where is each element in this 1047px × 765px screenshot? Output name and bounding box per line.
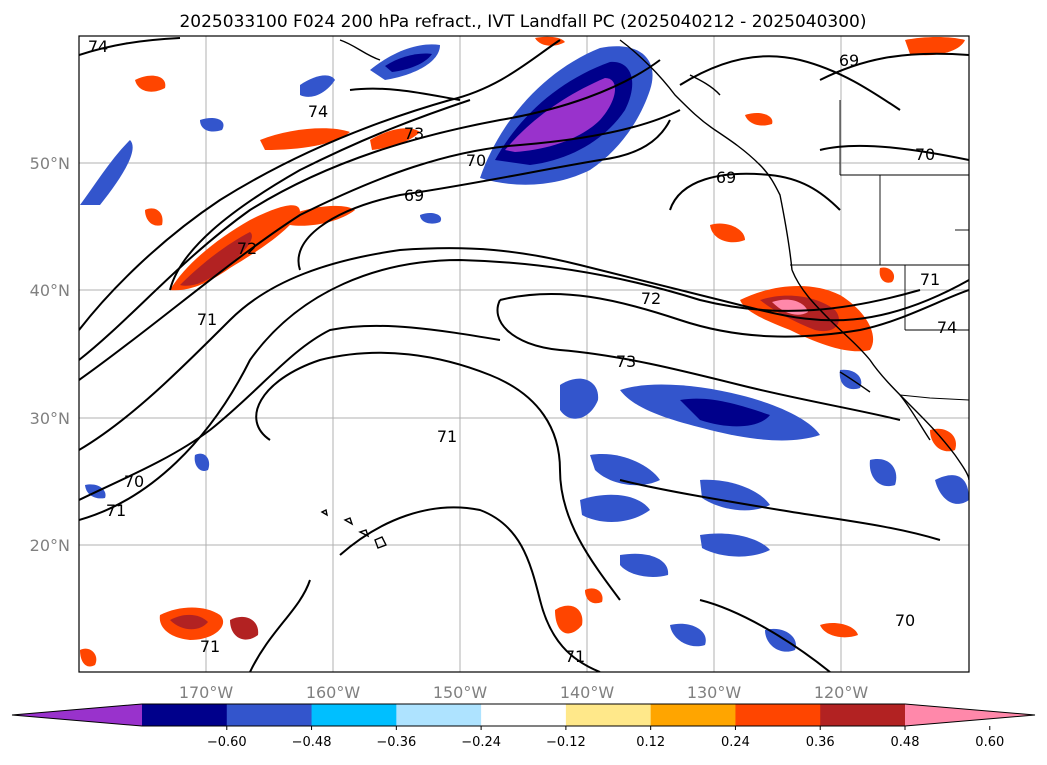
colorbar-extend-low [12, 704, 142, 726]
contour-label: 74 [308, 102, 328, 121]
lon-label: 120°W [814, 683, 869, 702]
colorbar-tick-label: −0.36 [376, 735, 416, 750]
lon-label: 140°W [560, 683, 615, 702]
lat-label: 40°N [30, 281, 70, 300]
colorbar-tick-label: −0.12 [546, 735, 586, 750]
contour-label: 70 [466, 151, 486, 170]
contour-label: 74 [88, 37, 108, 56]
colorbar-tick-label: 0.48 [891, 735, 920, 750]
hawaii-islands [320, 508, 387, 549]
colorbar-tick-label: −0.48 [292, 735, 332, 750]
contour-label: 70 [895, 611, 915, 630]
contour-label: 71 [197, 310, 217, 329]
contour-label: 74 [937, 318, 957, 337]
longitude-labels: 170°W 160°W 150°W 140°W 130°W 120°W [179, 683, 869, 702]
colorbar-segment [311, 704, 397, 726]
colorbar-tick-label: −0.60 [207, 735, 247, 750]
lon-label: 170°W [179, 683, 234, 702]
figure-title: 2025033100 F024 200 hPa refract., IVT La… [179, 12, 866, 32]
colorbar-outline [11, 703, 1036, 727]
colorbar-segment [735, 704, 821, 726]
coastlines [339, 39, 969, 481]
colorbar-tick-label: −0.24 [461, 735, 501, 750]
colorbar-tick-label: 0.24 [721, 735, 750, 750]
colorbar-tick-label: 0.60 [975, 735, 1004, 750]
contour-label: 69 [716, 168, 736, 187]
lon-label: 150°W [433, 683, 488, 702]
contour-label: 70 [124, 472, 144, 491]
lat-label: 20°N [30, 536, 70, 555]
contour-label: 73 [616, 352, 636, 371]
political-borders [790, 100, 969, 401]
contour-label: 71 [106, 501, 126, 520]
contour-label: 70 [915, 145, 935, 164]
contour-lines [79, 37, 969, 672]
latitude-labels: 50°N 40°N 30°N 20°N [30, 154, 70, 555]
lat-label: 30°N [30, 409, 70, 428]
contour-label: 71 [920, 270, 940, 289]
lat-label: 50°N [30, 154, 70, 173]
lon-label: 160°W [306, 683, 361, 702]
contour-label: 69 [404, 186, 424, 205]
colorbar-segment [481, 704, 567, 726]
map-frame [78, 35, 970, 673]
colorbar-segment [650, 704, 736, 726]
contour-label: 72 [641, 289, 661, 308]
colorbar-segment [820, 704, 906, 726]
contour-label: 71 [200, 637, 220, 656]
colorbar-segment [565, 704, 652, 726]
contour-label: 71 [565, 647, 585, 666]
colorbar-tick-label: 0.36 [806, 735, 835, 750]
colorbar-segment [226, 704, 313, 726]
colorbar: −0.60 −0.48 −0.36 −0.24 −0.12 0.12 0.24 0.36 0.4… [11, 703, 1036, 750]
map-panel: 74 74 73 70 69 69 69 70 72 72 71 73 71 7… [30, 35, 970, 702]
colorbar-extend-high [905, 704, 1035, 726]
colorbar-tick-label: 0.12 [636, 735, 665, 750]
contour-label: 73 [404, 124, 424, 143]
contour-label: 69 [839, 51, 859, 70]
lon-label: 130°W [687, 683, 742, 702]
contour-label: 71 [437, 427, 457, 446]
contour-label-group: 74 74 73 70 69 69 69 70 72 72 71 73 71 7… [88, 37, 957, 666]
colorbar-segment [396, 704, 482, 726]
negative-anomaly-regions [80, 44, 969, 652]
colorbar-segment [142, 704, 228, 726]
contour-label: 72 [237, 239, 257, 258]
